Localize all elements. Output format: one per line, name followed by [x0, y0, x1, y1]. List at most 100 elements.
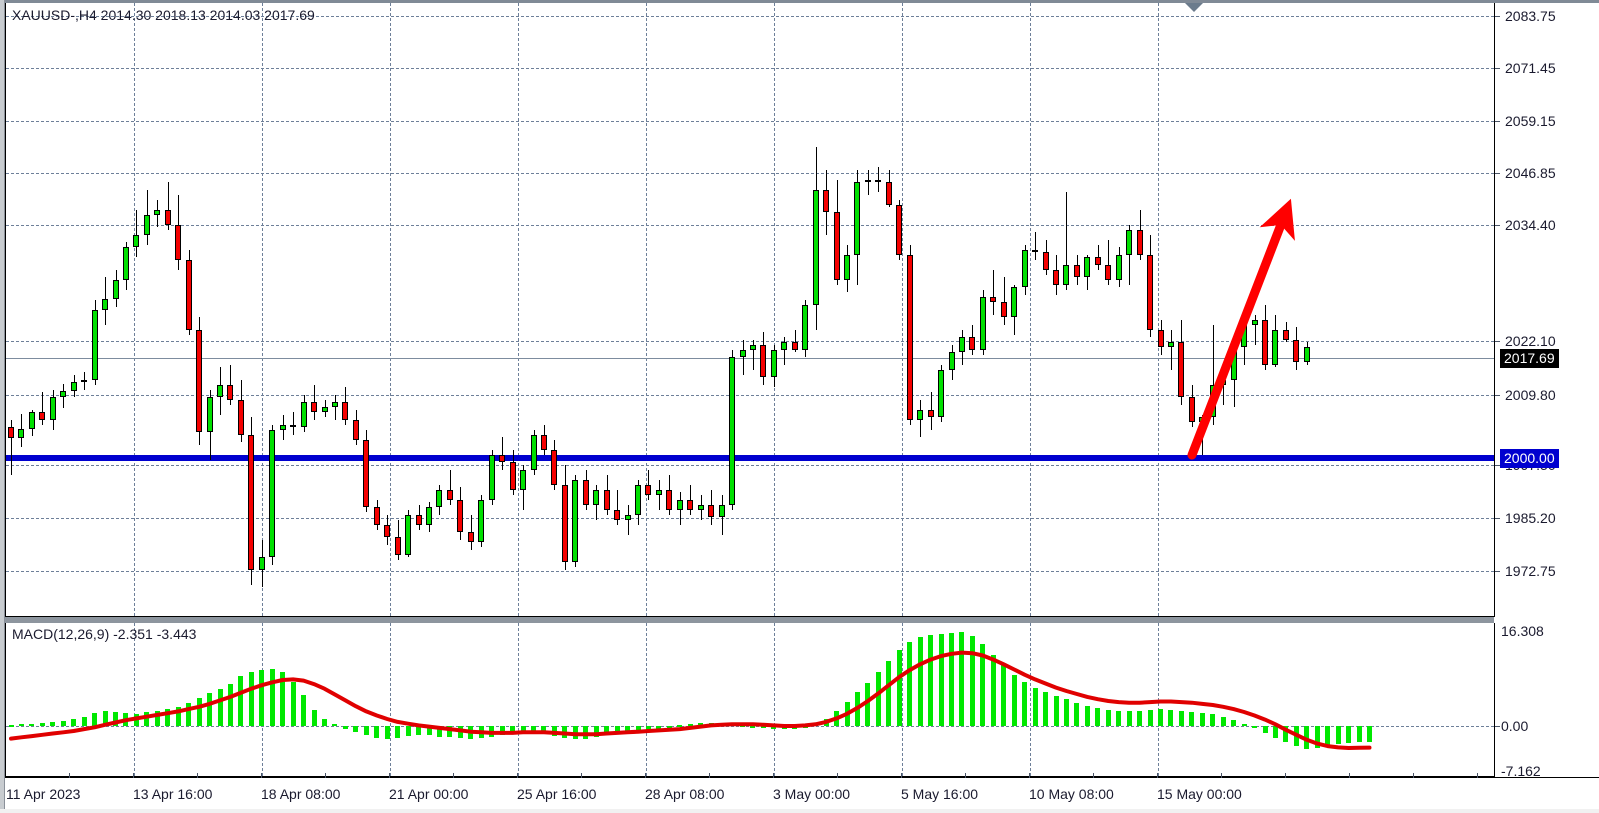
macd-histogram-bar — [969, 635, 975, 726]
price-vgridline — [902, 3, 903, 616]
price-hgridline — [6, 518, 1494, 519]
support-level-badge: 2000.00 — [1500, 449, 1559, 468]
candle-body — [1094, 257, 1101, 265]
price-vgridline — [134, 3, 135, 616]
time-axis-tick — [1413, 773, 1414, 778]
candle-body — [676, 499, 683, 510]
candle-body — [1136, 229, 1143, 255]
candle-body — [384, 524, 391, 538]
macd-histogram-bar — [1356, 726, 1362, 743]
candle-body — [1053, 269, 1059, 285]
candle-body — [415, 514, 422, 525]
window-left-border — [0, 0, 5, 813]
time-axis-label: 15 May 00:00 — [1157, 786, 1242, 802]
candle-body — [258, 557, 265, 570]
candle-body — [645, 484, 652, 495]
macd-axis-label: -7.162 — [1501, 763, 1541, 779]
macd-histogram-bar — [865, 682, 871, 726]
macd-histogram-bar — [18, 724, 24, 727]
window-top-border — [0, 0, 1599, 3]
time-axis-label: 28 Apr 08:00 — [645, 786, 725, 802]
macd-vgridline — [390, 623, 391, 776]
candle-body — [1303, 347, 1310, 363]
candle-body — [1178, 342, 1185, 398]
time-axis-tick — [261, 773, 262, 778]
price-axis-scale[interactable]: 2083.75 2071.45 2059.15 2046.85 2034.40 2022.… — [1494, 3, 1599, 617]
candle-wick — [1003, 277, 1005, 325]
candle-body — [60, 390, 67, 398]
time-axis-label: 11 Apr 2023 — [6, 786, 81, 802]
candle-body — [655, 489, 662, 495]
macd-histogram-bar — [1199, 713, 1205, 726]
candle-body — [1042, 252, 1049, 270]
candle-body — [436, 489, 443, 508]
time-axis-tick — [133, 773, 134, 778]
candle-body — [81, 379, 88, 383]
macd-histogram-bar — [374, 726, 380, 738]
price-chart-pane[interactable]: XAUUSD-,H4 2014.30 2018.13 2014.03 2017.… — [5, 3, 1494, 617]
macd-histogram-bar — [322, 719, 327, 726]
candle-body — [990, 297, 997, 303]
candle-body — [624, 514, 631, 520]
macd-histogram-bar — [248, 672, 254, 726]
macd-histogram-bar — [1063, 699, 1069, 726]
time-axis-label: 10 May 08:00 — [1029, 786, 1114, 802]
candle-body — [217, 384, 223, 398]
time-axis-label: 5 May 16:00 — [901, 786, 979, 802]
macd-histogram-bar — [928, 635, 934, 726]
macd-histogram-bar — [50, 721, 56, 726]
pane-splitter[interactable] — [5, 617, 1494, 623]
candle-wick — [1129, 224, 1131, 285]
macd-histogram-bar — [60, 720, 66, 726]
price-axis-tick — [1495, 225, 1500, 226]
macd-histogram-bar — [186, 703, 192, 726]
candle-body — [969, 337, 976, 350]
candle-body — [446, 489, 453, 500]
candle-body — [896, 204, 903, 255]
price-vgridline — [262, 3, 263, 616]
price-vgridline — [518, 3, 519, 616]
macd-histogram-bar — [698, 723, 704, 726]
macd-histogram-bar — [1262, 726, 1268, 733]
candle-body — [561, 484, 568, 563]
macd-histogram-bar — [1346, 726, 1352, 743]
macd-histogram-bar — [625, 726, 631, 733]
candle-body — [1147, 254, 1154, 330]
macd-histogram-bar — [29, 723, 35, 726]
candle-body — [237, 399, 244, 435]
time-axis[interactable]: 11 Apr 2023 13 Apr 16:00 18 Apr 08:00 21 Ap… — [5, 773, 1599, 809]
macd-histogram-bar — [1314, 726, 1320, 748]
macd-axis-scale[interactable]: 16.308 0.00 -7.162 — [1494, 623, 1599, 779]
candle-body — [739, 349, 746, 358]
candle-body — [331, 402, 338, 408]
candle-body — [457, 499, 464, 533]
macd-histogram-bar — [666, 726, 672, 728]
macd-histogram-bar — [1272, 726, 1278, 738]
macd-histogram-bar — [217, 689, 223, 726]
candle-wick — [752, 339, 754, 370]
macd-histogram-bar — [311, 709, 317, 726]
macd-histogram-bar — [280, 672, 286, 726]
candle-body — [614, 509, 621, 520]
price-axis-tick — [1495, 518, 1500, 519]
support-level-line[interactable] — [6, 455, 1494, 461]
macd-histogram-bar — [1283, 726, 1289, 743]
macd-histogram-bar — [1137, 710, 1143, 726]
candle-body — [509, 462, 516, 490]
candle-body — [938, 369, 945, 418]
price-hgridline — [6, 465, 1494, 466]
candle-body — [352, 419, 359, 440]
macd-indicator-pane[interactable]: MACD(12,26,9) -2.351 -3.443 — [5, 623, 1494, 777]
macd-histogram-bar — [875, 672, 881, 726]
macd-vgridline — [902, 623, 903, 776]
candle-body — [1282, 329, 1289, 340]
macd-vgridline — [518, 623, 519, 776]
macd-histogram-bar — [1001, 665, 1007, 726]
time-axis-tick — [1477, 773, 1478, 778]
candle-body — [718, 504, 725, 518]
macd-histogram-bar — [102, 710, 108, 726]
price-axis-tick — [1495, 16, 1500, 17]
time-axis-tick — [965, 773, 966, 778]
macd-zero-line — [6, 726, 1494, 727]
macd-histogram-bar — [980, 644, 986, 726]
